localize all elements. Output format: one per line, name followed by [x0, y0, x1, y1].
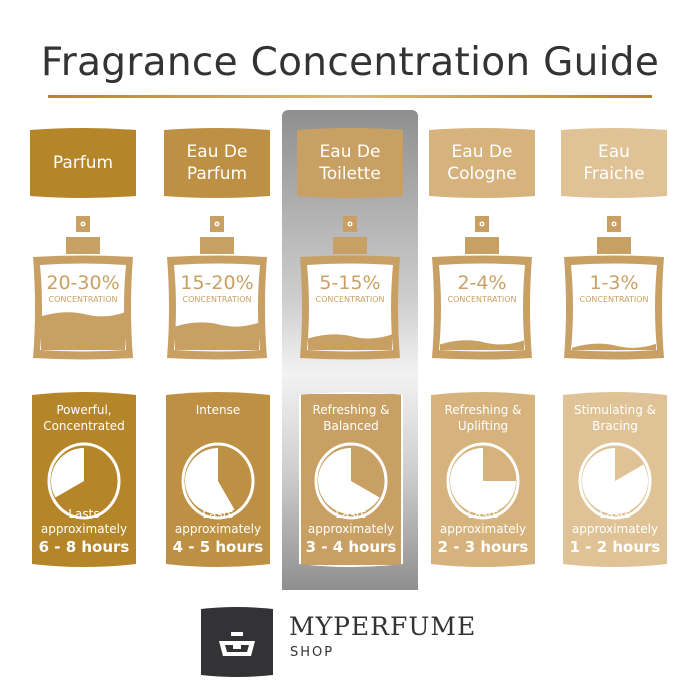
longevity-card: Intense Lasts approximately 4 - 5 hours [166, 392, 270, 567]
clock-pie-icon [576, 442, 654, 520]
clock-pie-fill [318, 448, 380, 514]
lasts-label: Lasts [202, 507, 234, 521]
longevity-card: Powerful, Concentrated Lasts approximate… [32, 392, 136, 567]
description-line2: Balanced [323, 419, 379, 433]
title-divider [48, 95, 652, 98]
duration-hours: 2 - 3 hours [437, 538, 529, 556]
longevity-card: Refreshing & Uplifting Lasts approximate… [431, 392, 535, 567]
duration-hours: 3 - 4 hours [305, 538, 397, 556]
type-header: Eau De Parfum [164, 128, 270, 198]
concentration-percent: 15-20% [180, 272, 254, 294]
approximately-label: approximately [174, 522, 262, 536]
duration-hours: 6 - 8 hours [38, 538, 130, 556]
clock-pie-fill [450, 448, 516, 514]
type-name: Eau De [186, 142, 248, 162]
clock-pie-icon [312, 442, 390, 520]
description: Stimulating & [573, 403, 657, 417]
duration-hours: 1 - 2 hours [569, 538, 661, 556]
clock-pie-fill [185, 448, 234, 514]
perfume-bottle-logo-icon [201, 607, 273, 677]
clock-pie-icon [45, 442, 123, 520]
concentration-label: CONCENTRATION [315, 295, 385, 304]
lasts-label: Lasts [335, 507, 367, 521]
liquid-level [175, 322, 259, 350]
description-line2: Uplifting [457, 419, 509, 433]
concentration-percent: 5-15% [319, 272, 381, 294]
type-header: Eau De Toilette [297, 128, 403, 198]
type-header: Eau Fraiche [561, 128, 667, 198]
concentration-percent: 1-3% [589, 272, 639, 294]
clock-pie-fill [51, 448, 84, 498]
perfume-bottle-icon [167, 216, 267, 360]
type-name: Eau De [319, 142, 381, 162]
concentration-percent: 20-30% [46, 272, 120, 294]
description-line2: Concentrated [43, 419, 125, 433]
concentration-percent: 2-4% [457, 272, 507, 294]
perfume-bottle-icon [33, 216, 133, 360]
liquid-level [572, 343, 656, 350]
concentration-label: CONCENTRATION [48, 295, 118, 304]
column-3: Eau De Cologne 2-4% CONCENTRATION Refres… [429, 0, 537, 600]
clock-pie-fill [582, 448, 648, 514]
lasts-label: Lasts [599, 507, 631, 521]
column-1: Eau De Parfum 15-20% CONCENTRATION Inten… [164, 0, 272, 600]
type-name-line2: Fraiche [583, 164, 645, 184]
liquid-level [440, 340, 524, 350]
perfume-bottle-icon [300, 216, 400, 360]
liquid-level [41, 312, 125, 350]
description: Refreshing & [312, 403, 390, 417]
perfume-bottle-icon [432, 216, 532, 360]
approximately-label: approximately [571, 522, 659, 536]
clock-pie-icon [444, 442, 522, 520]
description: Refreshing & [444, 403, 522, 417]
perfume-bottle-icon [564, 216, 664, 360]
longevity-card: Stimulating & Bracing Lasts approximatel… [563, 392, 667, 567]
description: Powerful, [56, 403, 112, 417]
lasts-label: Lasts [467, 507, 499, 521]
page-title: Fragrance Concentration Guide [40, 40, 660, 85]
brand-sub: SHOP [290, 645, 335, 660]
approximately-label: approximately [40, 522, 128, 536]
approximately-label: approximately [307, 522, 395, 536]
duration-hours: 4 - 5 hours [172, 538, 264, 556]
brand-name: MYPERFUME [289, 612, 477, 641]
type-name-line2: Toilette [319, 164, 381, 184]
type-name: Parfum [52, 153, 114, 173]
type-header: Eau De Cologne [429, 128, 535, 198]
type-name: Eau [598, 142, 630, 162]
lasts-label: Lasts [68, 507, 100, 521]
concentration-label: CONCENTRATION [447, 295, 517, 304]
column-2: Eau De Toilette 5-15% CONCENTRATION Refr… [297, 0, 405, 600]
column-4: Eau Fraiche 1-3% CONCENTRATION Stimulati… [561, 0, 669, 600]
clock-pie-icon [179, 442, 257, 520]
liquid-level [308, 334, 392, 350]
type-name: Eau De [451, 142, 513, 162]
concentration-label: CONCENTRATION [182, 295, 252, 304]
description: Intense [195, 403, 241, 417]
column-0: Parfum 20-30% CONCENTRATION Powerful, Co… [30, 0, 138, 600]
approximately-label: approximately [439, 522, 527, 536]
type-name-line2: Cologne [447, 164, 517, 184]
description-line2: Bracing [592, 419, 638, 433]
concentration-label: CONCENTRATION [579, 295, 649, 304]
longevity-card: Refreshing & Balanced Lasts approximatel… [299, 392, 403, 567]
type-name-line2: Parfum [186, 164, 248, 184]
type-header: Parfum [30, 128, 136, 198]
